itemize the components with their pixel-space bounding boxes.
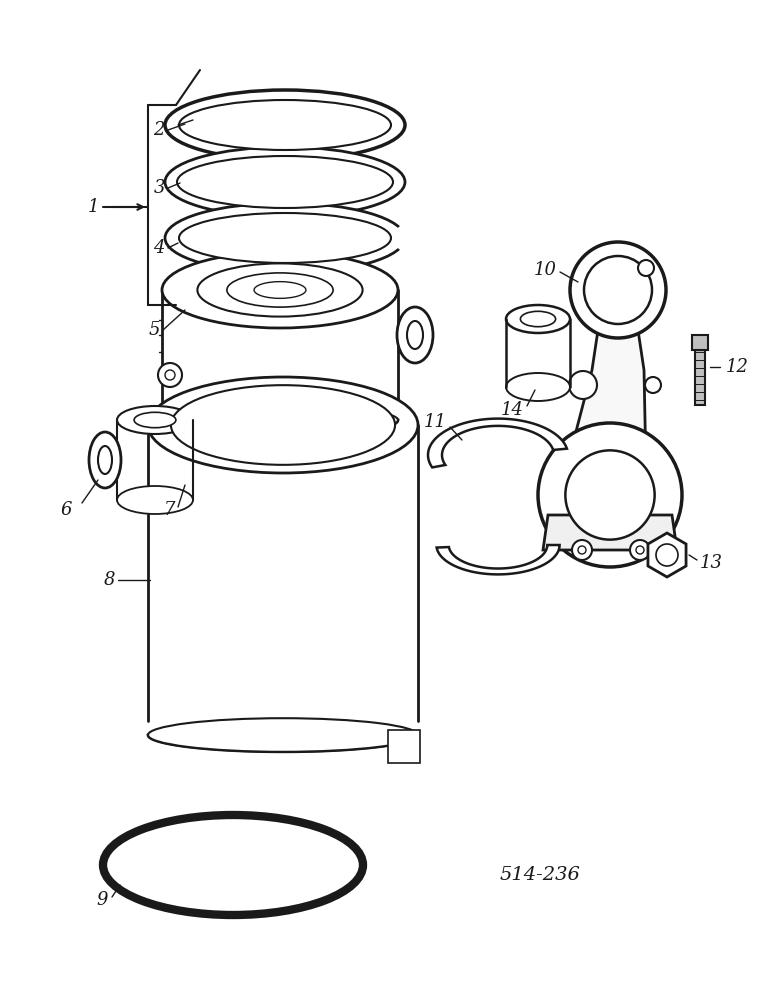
Text: 6: 6 [60, 501, 72, 519]
Circle shape [656, 544, 678, 566]
Ellipse shape [162, 252, 398, 328]
Text: 3: 3 [154, 179, 165, 197]
Ellipse shape [520, 311, 556, 327]
Ellipse shape [198, 263, 363, 317]
Text: 8: 8 [103, 571, 115, 589]
Polygon shape [560, 330, 660, 510]
Text: 2: 2 [154, 121, 165, 139]
Circle shape [630, 540, 650, 560]
Circle shape [578, 546, 586, 554]
Circle shape [565, 450, 655, 540]
Text: 14: 14 [501, 401, 524, 419]
Ellipse shape [117, 486, 193, 514]
Ellipse shape [165, 203, 405, 273]
Text: 1: 1 [88, 198, 100, 216]
Ellipse shape [162, 406, 398, 434]
Ellipse shape [98, 446, 112, 474]
Ellipse shape [171, 385, 395, 465]
Ellipse shape [506, 373, 570, 401]
Ellipse shape [89, 432, 121, 488]
Ellipse shape [179, 100, 391, 150]
Ellipse shape [165, 90, 405, 160]
Text: 11: 11 [424, 413, 447, 431]
Polygon shape [543, 515, 677, 550]
Ellipse shape [148, 718, 418, 752]
Circle shape [584, 256, 652, 324]
Ellipse shape [134, 412, 176, 428]
Ellipse shape [227, 273, 333, 307]
Circle shape [645, 377, 661, 393]
Circle shape [572, 540, 592, 560]
Polygon shape [437, 545, 560, 574]
Circle shape [569, 371, 597, 399]
Polygon shape [388, 730, 420, 763]
Text: 10: 10 [534, 261, 557, 279]
Ellipse shape [117, 406, 193, 434]
Polygon shape [648, 533, 686, 577]
Ellipse shape [407, 321, 423, 349]
Ellipse shape [506, 305, 570, 333]
Polygon shape [428, 419, 567, 467]
Circle shape [158, 363, 182, 387]
Text: 9: 9 [96, 891, 108, 909]
Ellipse shape [177, 156, 393, 208]
Circle shape [638, 260, 654, 276]
Text: 4: 4 [154, 239, 165, 257]
Circle shape [538, 423, 682, 567]
Ellipse shape [254, 282, 306, 298]
Ellipse shape [397, 307, 433, 363]
Text: 5: 5 [148, 321, 160, 339]
Text: 13: 13 [700, 554, 723, 572]
Ellipse shape [179, 213, 391, 263]
Circle shape [165, 370, 175, 380]
Polygon shape [695, 350, 705, 405]
Text: 7: 7 [164, 501, 175, 519]
Circle shape [570, 242, 666, 338]
Ellipse shape [165, 147, 405, 217]
Ellipse shape [148, 377, 418, 473]
Ellipse shape [103, 815, 363, 915]
Circle shape [636, 546, 644, 554]
Text: 514-236: 514-236 [499, 866, 581, 884]
Text: 12: 12 [726, 358, 749, 376]
Polygon shape [692, 335, 708, 350]
